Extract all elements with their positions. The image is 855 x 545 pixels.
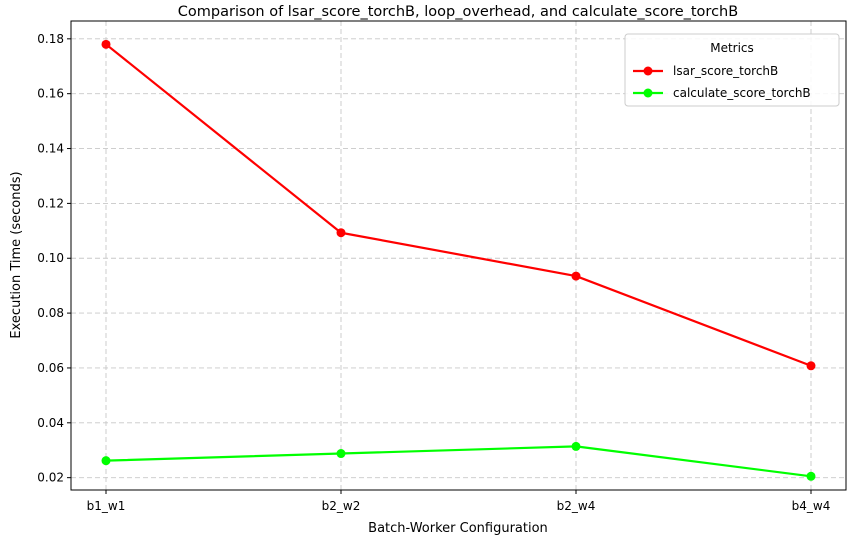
series-line-calculate_score_torchB	[105, 445, 812, 478]
y-axis-label: Execution Time (seconds)	[9, 171, 24, 338]
y-tick-label: 0.04	[37, 416, 64, 430]
y-tick-label: 0.14	[37, 142, 64, 156]
y-tick-label: 0.18	[37, 32, 64, 46]
legend: Metrics lsar_score_torchB calculate_score…	[624, 33, 840, 107]
legend-marker-lsar_score_torchB	[643, 66, 653, 76]
y-tick-label: 0.10	[37, 251, 64, 265]
y-tick-label: 0.02	[37, 471, 64, 485]
legend-label: lsar_score_torchB	[673, 64, 778, 78]
y-tick-label: 0.12	[37, 196, 64, 210]
y-axis-ticks: 0.02 0.04 0.06 0.08 0.10 0.12 0.14 0.16 0.18	[37, 32, 71, 485]
x-axis-ticks: b1_w1 b2_w2 b2_w4 b4_w4	[87, 490, 831, 513]
legend-box	[624, 33, 840, 107]
legend-marker-calculate_score_torchB	[643, 88, 653, 98]
plot-area-frame	[70, 20, 847, 491]
x-tick-label: b1_w1	[87, 499, 126, 513]
data-point-calculate_score_torchB	[101, 456, 111, 466]
data-point-lsar_score_torchB	[101, 39, 111, 49]
x-tick-label: b2_w4	[557, 499, 596, 513]
legend-title: Metrics	[710, 41, 754, 55]
y-tick-label: 0.16	[37, 87, 64, 101]
data-point-calculate_score_torchB	[806, 471, 816, 481]
data-point-lsar_score_torchB	[336, 228, 346, 238]
data-point-lsar_score_torchB	[806, 361, 816, 371]
x-axis-label: Batch-Worker Configuration	[368, 521, 548, 536]
y-tick-label: 0.08	[37, 306, 64, 320]
data-point-calculate_score_torchB	[336, 449, 346, 459]
legend-label: calculate_score_torchB	[673, 86, 811, 100]
series-line-lsar_score_torchB	[105, 43, 812, 367]
legend-items: lsar_score_torchB calculate_score_torchB	[633, 64, 811, 100]
data-point-lsar_score_torchB	[571, 271, 581, 281]
y-tick-label: 0.06	[37, 361, 64, 375]
grid-lines	[71, 21, 846, 490]
data-point-calculate_score_torchB	[571, 441, 581, 451]
series-lines	[101, 39, 816, 481]
x-tick-label: b2_w2	[322, 499, 361, 513]
x-tick-label: b4_w4	[792, 499, 831, 513]
chart-title: Comparison of lsar_score_torchB, loop_ov…	[178, 4, 738, 20]
